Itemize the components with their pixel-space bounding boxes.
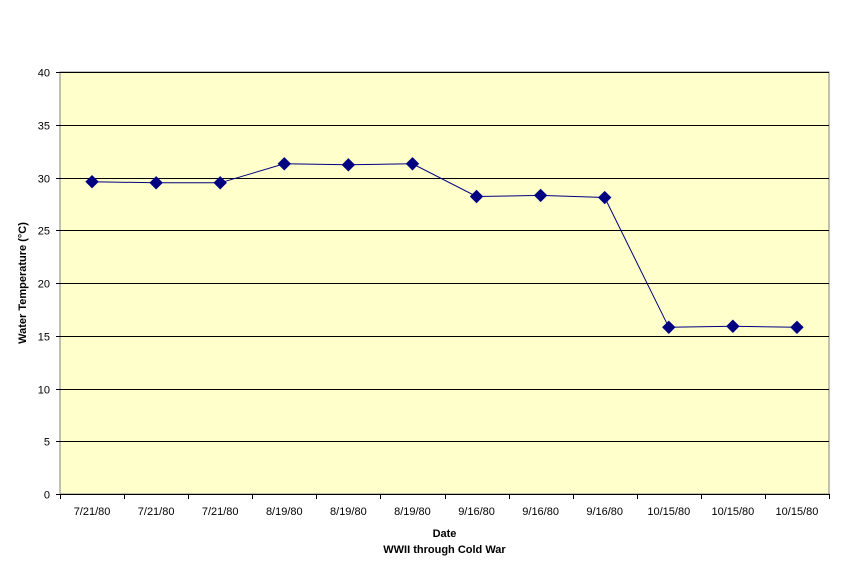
data-point <box>341 158 356 172</box>
data-point <box>533 188 548 203</box>
y-tick-label: 20 <box>38 279 50 291</box>
y-tick-label: 0 <box>44 490 50 502</box>
data-point <box>790 320 804 335</box>
x-tick-label: 9/16/80 <box>522 506 559 518</box>
data-point <box>277 157 291 171</box>
x-axis: 7/21/80 7/21/80 7/21/80 8/19/80 8/19/80 8/19/… <box>60 494 830 518</box>
x-axis-subtitle: WWII through Cold War <box>383 544 506 556</box>
y-axis: 0 5 10 15 20 25 30 35 40 <box>38 68 60 502</box>
data-point <box>598 190 612 205</box>
x-tick-label: 10/15/80 <box>647 506 690 518</box>
x-tick-label: 10/15/80 <box>711 506 754 518</box>
y-tick-label: 40 <box>38 68 50 80</box>
y-tick-label: 25 <box>38 226 50 238</box>
data-point <box>726 319 740 333</box>
data-point <box>662 320 676 335</box>
x-tick-label: 7/21/80 <box>138 506 175 518</box>
x-axis-title: Date <box>433 528 457 540</box>
series-line <box>91 163 798 328</box>
y-tick-label: 35 <box>38 121 50 133</box>
x-tick-label: 10/15/80 <box>776 506 819 518</box>
y-tick-label: 15 <box>38 332 50 344</box>
y-tick-label: 5 <box>44 437 50 449</box>
x-tick-label: 7/21/80 <box>74 506 111 518</box>
x-tick-label: 9/16/80 <box>458 506 495 518</box>
x-tick-label: 8/19/80 <box>266 506 303 518</box>
x-tick-label: 9/16/80 <box>586 506 623 518</box>
data-point <box>85 175 99 189</box>
data-point <box>469 189 484 204</box>
x-tick-label: 8/19/80 <box>394 506 431 518</box>
data-markers <box>85 157 804 335</box>
gridlines <box>60 72 829 442</box>
x-tick-label: 7/21/80 <box>202 506 239 518</box>
x-tick-label: 8/19/80 <box>330 506 367 518</box>
data-point <box>149 176 163 190</box>
data-point <box>213 176 227 190</box>
data-point <box>405 157 420 171</box>
y-tick-label: 30 <box>38 174 50 186</box>
y-tick-label: 10 <box>38 385 50 397</box>
y-axis-title: Water Temperature (°C) <box>17 222 29 344</box>
